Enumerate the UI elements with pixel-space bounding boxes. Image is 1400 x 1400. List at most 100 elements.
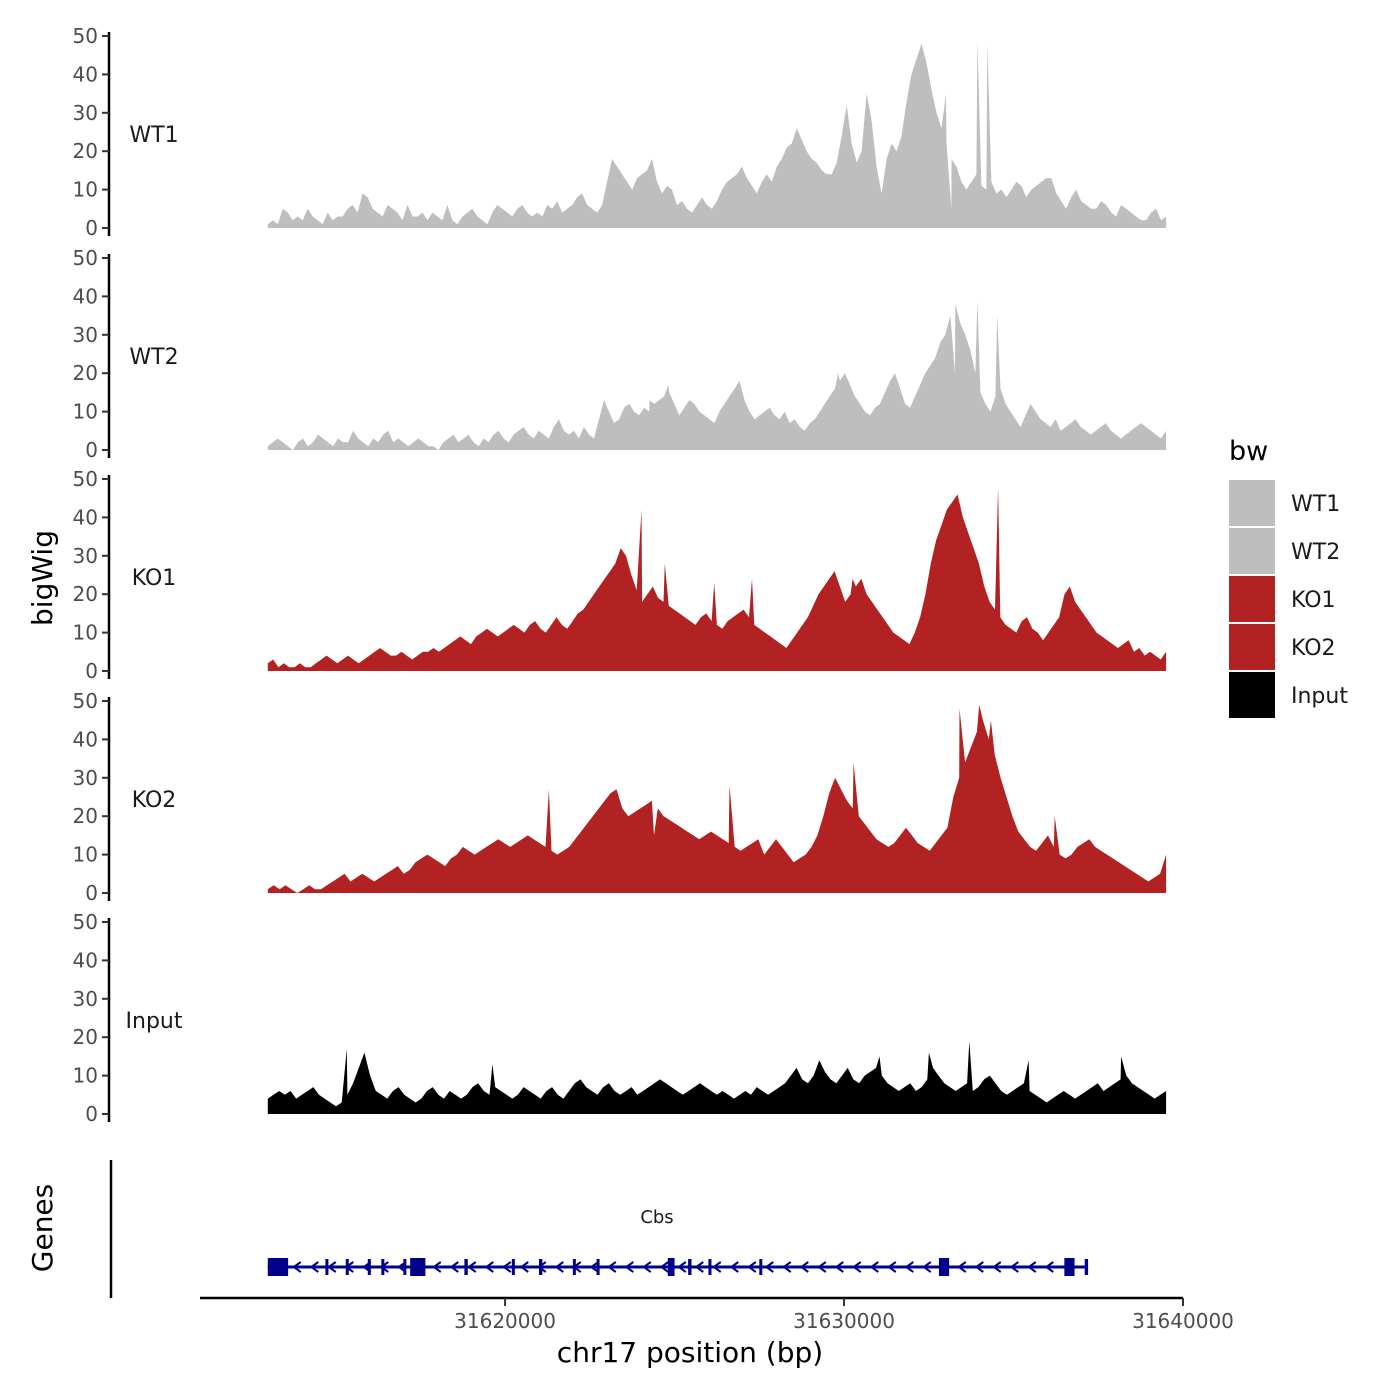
strand-arrow	[1027, 1261, 1037, 1273]
strand-arrow	[1044, 1261, 1054, 1273]
exon	[572, 1259, 576, 1275]
legend-key-ko2	[1229, 624, 1275, 670]
exon	[464, 1259, 468, 1275]
exon	[267, 1258, 289, 1276]
x-axis-title: chr17 position (bp)	[557, 1336, 823, 1369]
exon	[325, 1259, 329, 1275]
y-tick-label: 0	[85, 881, 98, 905]
exon	[759, 1259, 763, 1275]
coverage-area-input	[267, 1041, 1167, 1114]
y-tick-label: 10	[73, 178, 98, 202]
y-tick-label: 40	[73, 284, 98, 308]
track-label-input: Input	[126, 1009, 183, 1034]
y-tick-label: 40	[73, 727, 98, 751]
legend-key-wt2	[1229, 528, 1275, 574]
strand-arrow	[554, 1261, 564, 1273]
y-tick-label: 30	[73, 766, 98, 790]
strand-arrow	[922, 1261, 932, 1273]
exon	[403, 1259, 407, 1275]
track-label-ko1: KO1	[132, 566, 177, 591]
bigwig-tracks: 0 10 20 30 40 50 WT1 0 10 20 30 40 50 WT2 0 10 20 30 40 50 K…	[73, 24, 1167, 1126]
exon	[596, 1259, 600, 1275]
strand-arrow	[449, 1261, 459, 1273]
y-tick-label: 30	[73, 323, 98, 347]
strand-arrow	[747, 1261, 757, 1273]
strand-arrow	[292, 1261, 302, 1273]
strand-arrow	[957, 1261, 967, 1273]
y-tick-label: 0	[85, 216, 98, 240]
strand-arrow	[624, 1261, 634, 1273]
gene-name-label: Cbs	[640, 1207, 673, 1228]
strand-arrow	[712, 1261, 722, 1273]
strand-arrow	[764, 1261, 774, 1273]
strand-arrow	[467, 1261, 477, 1273]
exon	[538, 1259, 543, 1275]
track-input: 0 10 20 30 40 50 Input	[73, 910, 1167, 1126]
strand-arrow	[729, 1261, 739, 1273]
track-ko2: 0 10 20 30 40 50 KO2	[73, 689, 1167, 905]
gene-model-cbs	[267, 1258, 1089, 1276]
strand-arrow	[694, 1261, 704, 1273]
exon	[688, 1259, 692, 1275]
coverage-area-wt1	[267, 39, 1167, 228]
strand-arrow	[537, 1261, 547, 1273]
exon	[1064, 1258, 1075, 1276]
y-tick-label: 20	[73, 1025, 98, 1049]
y-tick-label: 0	[85, 659, 98, 683]
legend-label-wt2: WT2	[1291, 540, 1340, 565]
legend-key-input	[1229, 672, 1275, 718]
strand-arrow	[502, 1261, 512, 1273]
y-tick-label: 50	[73, 910, 98, 934]
strand-arrow	[974, 1261, 984, 1273]
y-tick-label: 10	[73, 400, 98, 424]
x-tick-label: 31630000	[793, 1309, 895, 1333]
strand-arrow	[869, 1261, 879, 1273]
x-tick-label: 31640000	[1132, 1309, 1234, 1333]
gene-track-panel: Genes Cbs	[26, 1160, 1089, 1298]
exon	[708, 1259, 712, 1275]
legend-key-ko1	[1229, 576, 1275, 622]
strand-arrow	[519, 1261, 529, 1273]
y-tick-label: 10	[73, 1064, 98, 1088]
legend-key-wt1	[1229, 480, 1275, 526]
legend-label-ko1: KO1	[1291, 588, 1336, 613]
strand-arrow	[484, 1261, 494, 1273]
y-tick-label: 20	[73, 582, 98, 606]
track-label-ko2: KO2	[132, 788, 177, 813]
y-axis-title: bigWig	[26, 530, 59, 626]
y-tick-label: 20	[73, 361, 98, 385]
exon	[410, 1258, 426, 1276]
strand-arrow	[432, 1261, 442, 1273]
strand-arrow	[589, 1261, 599, 1273]
y-tick-label: 20	[73, 139, 98, 163]
strand-arrow	[799, 1261, 809, 1273]
strand-arrow	[327, 1261, 337, 1273]
exon	[667, 1258, 675, 1276]
strand-arrow	[642, 1261, 652, 1273]
y-tick-label: 30	[73, 987, 98, 1011]
y-tick-label: 10	[73, 843, 98, 867]
y-tick-label: 30	[73, 544, 98, 568]
strand-arrow	[887, 1261, 897, 1273]
y-tick-label: 40	[73, 505, 98, 529]
y-tick-label: 30	[73, 101, 98, 125]
strand-arrow	[379, 1261, 389, 1273]
coverage-area-wt2	[267, 300, 1167, 450]
exon	[1084, 1259, 1089, 1275]
y-tick-label: 50	[73, 467, 98, 491]
strand-arrow	[1009, 1261, 1019, 1273]
legend-label-input: Input	[1291, 684, 1348, 709]
legend-title: bw	[1229, 436, 1268, 467]
track-label-wt1: WT1	[129, 123, 178, 148]
x-axis: 31620000 31630000 31640000 chr17 position …	[200, 1296, 1234, 1369]
track-wt2: 0 10 20 30 40 50 WT2	[73, 246, 1167, 462]
exon	[381, 1259, 385, 1275]
legend: bw WT1 WT2 KO1 KO2 Input	[1229, 436, 1348, 718]
y-tick-label: 0	[85, 1102, 98, 1126]
coverage-area-ko1	[267, 486, 1167, 671]
exon	[345, 1259, 349, 1275]
strand-arrow	[309, 1261, 319, 1273]
strand-arrow	[852, 1261, 862, 1273]
y-tick-label: 50	[73, 246, 98, 270]
strand-arrow	[607, 1261, 617, 1273]
